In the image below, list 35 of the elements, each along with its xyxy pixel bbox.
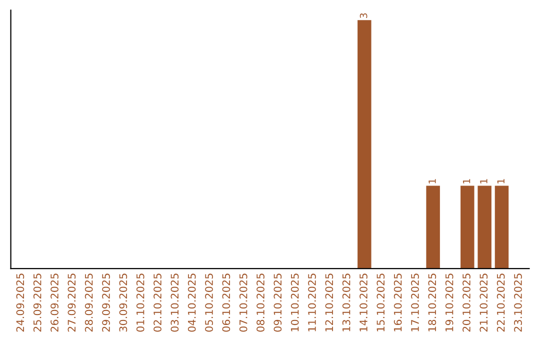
x-tick-label: 27.09.2025 (68, 274, 76, 332)
x-tick-label: 20.10.2025 (462, 274, 470, 332)
x-tick-label: 12.10.2025 (325, 274, 334, 332)
x-tick-label: 06.10.2025 (222, 274, 230, 332)
x-tick-label: 15.10.2025 (376, 274, 385, 332)
x-tick-label: 04.10.2025 (188, 274, 196, 332)
data-label: 3 (360, 13, 368, 18)
x-tick-label: 03.10.2025 (170, 274, 179, 332)
x-tick-label: 08.10.2025 (256, 274, 264, 332)
x-tick-label: 05.10.2025 (205, 274, 213, 332)
x-tick-label: 24.09.2025 (16, 274, 24, 332)
data-label: 1 (497, 179, 504, 184)
x-tick-label: 17.10.2025 (411, 274, 419, 332)
x-tick-label: 22.10.2025 (496, 274, 505, 332)
x-tick-label: 28.09.2025 (84, 274, 93, 332)
x-tick-label: 29.09.2025 (102, 274, 110, 332)
data-label: 1 (480, 179, 488, 184)
x-tick-label: 13.10.2025 (342, 274, 350, 332)
x-tick-label: 07.10.2025 (239, 274, 248, 332)
x-tick-label: 25.09.2025 (33, 274, 42, 332)
x-tick-label: 23.10.2025 (514, 274, 522, 332)
x-tick-label: 09.10.2025 (274, 274, 282, 332)
x-tick-label: 16.10.2025 (394, 274, 402, 332)
x-tick-label: 30.09.2025 (119, 274, 128, 332)
x-tick-label: 11.10.2025 (308, 274, 316, 332)
x-tick-label: 14.10.2025 (360, 274, 368, 332)
x-tick-label: 26.09.2025 (50, 274, 58, 332)
data-label: 1 (428, 179, 436, 184)
x-tick-label: 18.10.2025 (428, 274, 436, 332)
x-tick-label: 10.10.2025 (290, 274, 299, 332)
x-tick-label: 02.10.2025 (154, 274, 162, 332)
x-tick-label: 21.10.2025 (480, 274, 488, 332)
x-tick-label: 19.10.2025 (445, 274, 454, 332)
data-label: 1 (463, 179, 470, 184)
x-tick-label: 01.10.2025 (136, 274, 144, 332)
